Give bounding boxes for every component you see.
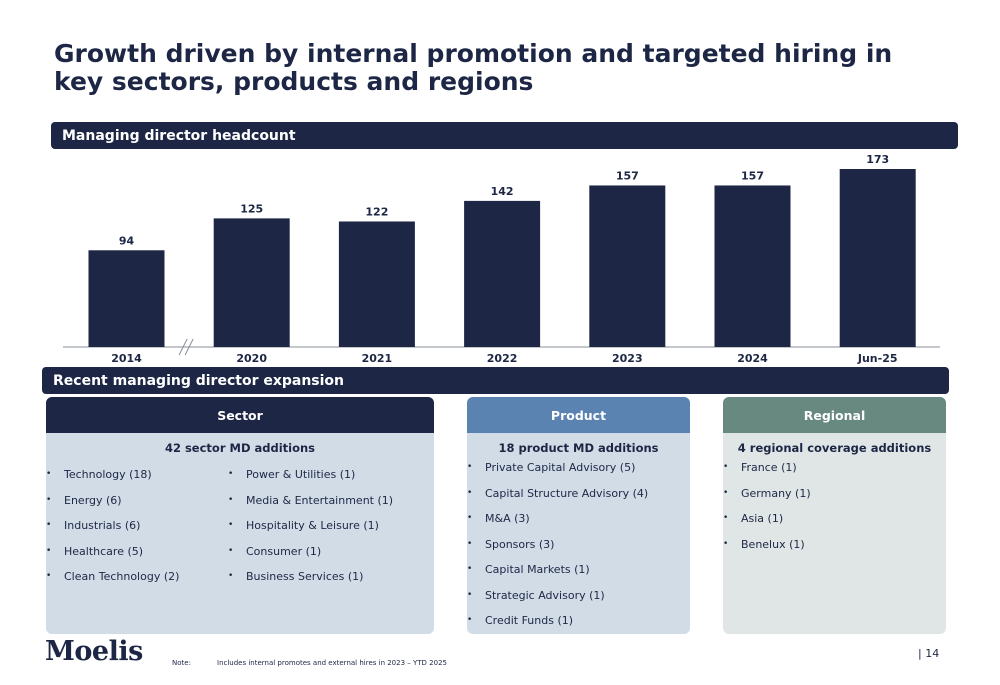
page-number: | 14 <box>918 647 940 660</box>
data-label: 94 <box>119 234 135 247</box>
list-item: Capital Markets (1) <box>467 557 690 583</box>
product-panel: Product 18 product MD additions Private … <box>467 397 690 634</box>
tick-label: 2020 <box>236 352 267 365</box>
bar-2022 <box>464 200 541 347</box>
moelis-logo: Moelis <box>45 636 143 667</box>
list-item: Sponsors (3) <box>467 532 690 558</box>
tick-label: 2014 <box>111 352 142 365</box>
list-item: Credit Funds (1) <box>467 608 690 634</box>
list-item: Energy (6) <box>46 488 228 514</box>
list-item: Asia (1) <box>723 506 946 532</box>
sector-list-col1: Technology (18)Energy (6)Industrials (6)… <box>46 462 228 590</box>
tick-label: 2022 <box>487 352 518 365</box>
list-item: M&A (3) <box>467 506 690 532</box>
note-label: Note: <box>172 659 191 667</box>
md-headcount-chart: 94 2014 125 2020 122 2021 142 2022 157 2023 157 202… <box>63 153 940 365</box>
bar-2021 <box>338 221 415 347</box>
list-item: Business Services (1) <box>228 564 408 590</box>
bar-2020 <box>213 218 290 347</box>
list-item: Consumer (1) <box>228 539 408 565</box>
list-item: Germany (1) <box>723 481 946 507</box>
tick-label: 2024 <box>737 352 768 365</box>
bar-Jun-25 <box>839 169 916 347</box>
list-item: Media & Entertainment (1) <box>228 488 408 514</box>
data-label: 157 <box>616 169 639 182</box>
expansion-section-header: Recent managing director expansion <box>42 367 949 394</box>
data-label: 122 <box>365 205 388 218</box>
regional-panel-title: Regional <box>723 397 946 433</box>
list-item: France (1) <box>723 455 946 481</box>
sector-panel-subtitle: 42 sector MD additions <box>164 441 316 455</box>
chart-section-header: Managing director headcount <box>51 122 958 149</box>
product-panel-subtitle: 18 product MD additions <box>498 441 659 455</box>
tick-label: 2021 <box>362 352 393 365</box>
page-title: Growth driven by internal promotion and … <box>54 39 893 96</box>
list-item: Power & Utilities (1) <box>228 462 408 488</box>
bar-2023 <box>589 185 666 347</box>
sector-panel-title: Sector <box>46 397 434 433</box>
data-label: 142 <box>491 185 514 198</box>
axis-break-mark <box>178 338 194 356</box>
tick-label: 2023 <box>612 352 643 365</box>
list-item: Industrials (6) <box>46 513 228 539</box>
list-item: Private Capital Advisory (5) <box>467 455 690 481</box>
regional-panel-subtitle: 4 regional coverage additions <box>737 441 932 455</box>
data-label: 157 <box>741 169 764 182</box>
regional-list: France (1)Germany (1)Asia (1)Benelux (1) <box>723 455 946 557</box>
list-item: Technology (18) <box>46 462 228 488</box>
list-item: Clean Technology (2) <box>46 564 228 590</box>
data-label: 173 <box>866 153 889 166</box>
list-item: Strategic Advisory (1) <box>467 583 690 609</box>
sector-list-col2: Power & Utilities (1)Media & Entertainme… <box>228 462 408 590</box>
tick-label: Jun-25 <box>857 352 898 365</box>
sector-panel: Sector 42 sector MD additions Technology… <box>46 397 434 634</box>
product-panel-title: Product <box>467 397 690 433</box>
list-item: Capital Structure Advisory (4) <box>467 481 690 507</box>
bar-2014 <box>88 250 165 347</box>
list-item: Healthcare (5) <box>46 539 228 565</box>
bar-2024 <box>714 185 791 347</box>
note-text: Includes internal promotes and external … <box>217 659 447 667</box>
list-item: Benelux (1) <box>723 532 946 558</box>
product-list: Private Capital Advisory (5)Capital Stru… <box>467 455 690 634</box>
data-label: 125 <box>240 202 263 215</box>
regional-panel: Regional 4 regional coverage additions F… <box>723 397 946 634</box>
list-item: Hospitality & Leisure (1) <box>228 513 408 539</box>
